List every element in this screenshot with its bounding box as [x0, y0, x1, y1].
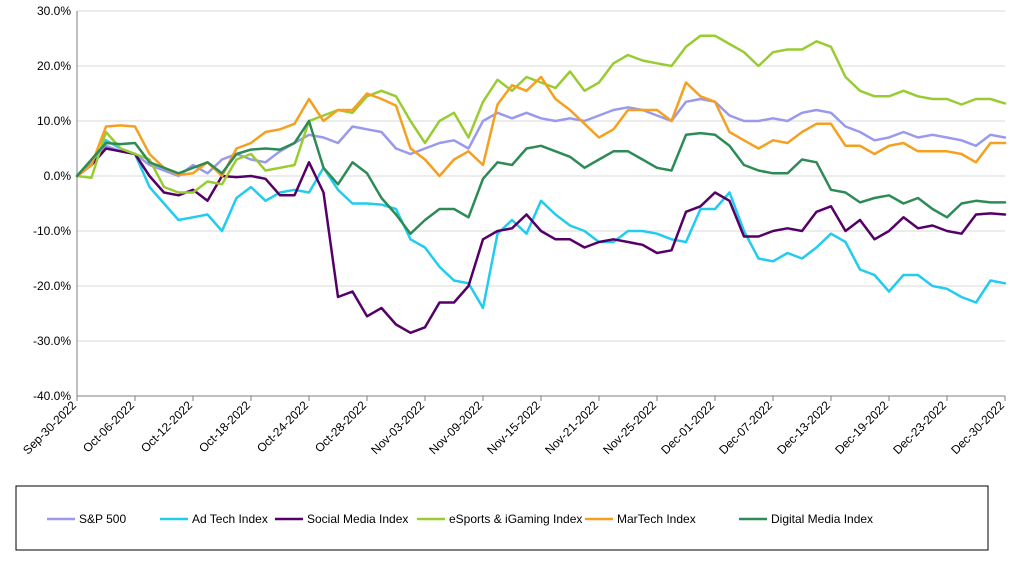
y-tick-label: 30.0% — [37, 4, 71, 18]
x-tick-label: Oct-24-2022 — [254, 398, 311, 455]
x-tick-label: Oct-12-2022 — [138, 398, 195, 455]
series-line-4 — [75, 75, 1007, 178]
legend-label: Ad Tech Index — [192, 512, 268, 526]
series-line-3 — [75, 34, 1007, 194]
legend-label: eSports & iGaming Index — [449, 512, 582, 526]
legend: S&P 500 Ad Tech Index Social Media Index eS… — [15, 485, 989, 551]
x-tick-label: Nov-03-2022 — [368, 398, 427, 457]
legend-label: Social Media Index — [307, 512, 408, 526]
legend-label: S&P 500 — [79, 512, 126, 526]
x-tick-label: Nov-25-2022 — [600, 398, 659, 457]
x-tick-label: Nov-15-2022 — [484, 398, 543, 457]
x-tick-label: Dec-13-2022 — [774, 398, 833, 457]
x-tick-labels: Sep-30-2022 Oct-06-2022 Oct-12-2022 Oct-18-… — [20, 398, 1007, 457]
x-tick-label: Nov-21-2022 — [542, 398, 601, 457]
x-tick-label: Sep-30-2022 — [20, 398, 79, 457]
x-tick-label: Dec-30-2022 — [948, 398, 1007, 457]
x-tick-label: Oct-28-2022 — [312, 398, 369, 455]
axes — [76, 11, 1006, 401]
x-tick-label: Oct-06-2022 — [80, 398, 137, 455]
y-tick-label: 0.0% — [44, 169, 72, 183]
series-lines — [75, 34, 1007, 335]
x-tick-label: Dec-01-2022 — [658, 398, 717, 457]
x-tick-label: Nov-09-2022 — [426, 398, 485, 457]
series-line-0 — [75, 97, 1007, 178]
y-tick-label: 10.0% — [37, 114, 71, 128]
y-tick-label: 20.0% — [37, 59, 71, 73]
series-line-5 — [75, 119, 1007, 235]
series-line-1 — [75, 139, 1007, 310]
legend-label: MarTech Index — [617, 512, 696, 526]
legend-frame — [15, 485, 989, 551]
x-tick-label: Dec-19-2022 — [832, 398, 891, 457]
x-tick-label: Dec-07-2022 — [716, 398, 775, 457]
legend-label: Digital Media Index — [771, 512, 873, 526]
x-tick-label: Dec-23-2022 — [890, 398, 949, 457]
series-line-2 — [75, 147, 1007, 335]
y-tick-label: -30.0% — [33, 334, 71, 348]
y-tick-label: -10.0% — [33, 224, 71, 238]
y-tick-label: -40.0% — [33, 389, 71, 403]
x-tick-label: Oct-18-2022 — [196, 398, 253, 455]
y-tick-labels: 30.0% 20.0% 10.0% 0.0% -10.0% -20.0% -30.0% -40… — [33, 4, 71, 403]
y-tick-label: -20.0% — [33, 279, 71, 293]
